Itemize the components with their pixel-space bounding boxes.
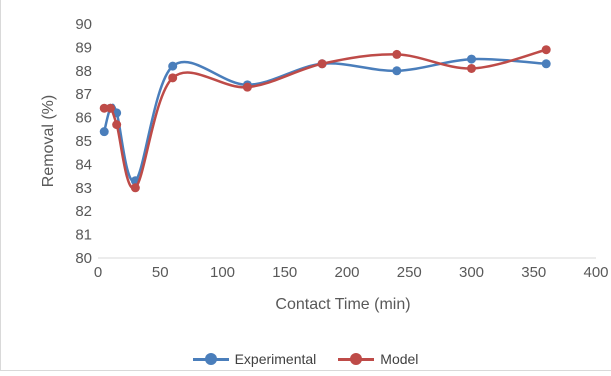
series-layer: [99, 45, 551, 193]
data-point-model: [392, 49, 402, 59]
y-tick-label: 83: [75, 180, 92, 197]
y-tick-label: 87: [75, 86, 92, 103]
legend-swatch-experimental: [192, 353, 229, 365]
x-tick-label: 100: [210, 264, 235, 281]
data-point-model: [105, 103, 115, 113]
x-tick-labels: 0 50 100 150 200 250 300 350 400: [94, 264, 609, 281]
data-point-model: [112, 120, 122, 130]
data-point-experimental: [541, 59, 551, 69]
legend-swatch-model: [338, 353, 375, 365]
y-tick-label: 85: [75, 133, 92, 150]
data-point-model: [467, 63, 476, 73]
data-point-experimental: [467, 54, 476, 64]
data-point-model: [168, 73, 178, 83]
y-tick-label: 89: [75, 39, 92, 56]
legend-label-model: Model: [380, 351, 419, 367]
y-tick-label: 82: [75, 203, 92, 220]
legend-item-model: Model: [338, 351, 418, 367]
y-tick-label: 88: [75, 63, 92, 80]
x-tick-label: 350: [521, 264, 546, 281]
y-tick-label: 90: [75, 16, 92, 33]
data-point-experimental: [392, 66, 402, 76]
y-axis-label: Removal (%): [40, 95, 57, 187]
y-tick-label: 81: [75, 227, 92, 244]
x-tick-label: 400: [583, 264, 608, 281]
legend-item-experimental: Experimental: [192, 351, 317, 367]
data-point-model: [99, 103, 109, 113]
x-tick-label: 300: [459, 264, 484, 281]
data-point-model: [242, 82, 252, 92]
data-point-model: [317, 59, 327, 69]
x-tick-label: 250: [397, 264, 422, 281]
data-point-experimental: [168, 61, 178, 71]
data-point-model: [130, 183, 140, 193]
series-line-model: [103, 48, 547, 190]
y-tick-labels: 80 81 82 83 84 85 86 87 88 89 90: [75, 16, 92, 267]
x-tick-label: 0: [94, 264, 102, 281]
x-tick-label: 200: [334, 264, 359, 281]
y-tick-label: 80: [75, 250, 92, 267]
data-point-experimental: [99, 127, 109, 137]
x-tick-label: 50: [152, 264, 169, 281]
legend: Experimental Model: [0, 350, 611, 368]
x-axis-label: Contact Time (min): [275, 296, 410, 313]
y-tick-label: 86: [75, 110, 92, 127]
x-tick-label: 150: [272, 264, 297, 281]
data-point-model: [541, 45, 551, 55]
legend-label-experimental: Experimental: [234, 351, 317, 367]
y-tick-label: 84: [75, 156, 92, 173]
